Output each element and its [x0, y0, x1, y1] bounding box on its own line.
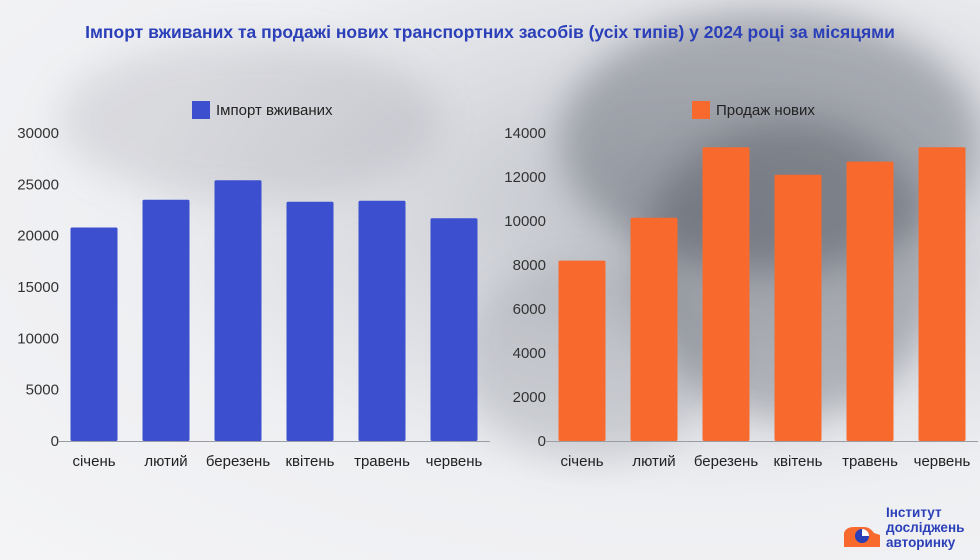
bar: [918, 147, 966, 442]
legend-left: Імпорт вживаних: [192, 101, 333, 119]
y-tick-label: 2000: [513, 389, 546, 406]
bar: [774, 174, 822, 442]
y-tick-label: 0: [538, 433, 546, 450]
logo-line3: авторинку: [886, 535, 956, 550]
y-tick-label: 25000: [17, 176, 59, 193]
y-tick-label: 4000: [513, 345, 546, 362]
x-tick-label: березень: [694, 453, 758, 470]
bar: [558, 260, 606, 441]
x-tick-label: квітень: [773, 453, 822, 470]
y-tick-label: 10000: [17, 330, 59, 347]
bar: [630, 217, 678, 441]
bar: [286, 201, 334, 441]
legend-right: Продаж нових: [692, 101, 815, 119]
y-tick-label: 5000: [26, 382, 59, 399]
logo-line2: досліджень: [886, 520, 965, 535]
x-tick-label: червень: [914, 453, 971, 470]
institute-logo: Інститут досліджень авторинку: [840, 505, 972, 553]
y-tick-label: 6000: [513, 301, 546, 318]
y-tick-label: 10000: [504, 213, 546, 230]
legend-label-left: Імпорт вживаних: [216, 101, 333, 119]
x-tick-label: червень: [426, 453, 483, 470]
bar: [214, 180, 262, 441]
x-tick-label: лютий: [144, 453, 187, 470]
bar: [702, 147, 750, 442]
x-tick-label: лютий: [632, 453, 675, 470]
x-tick-label: травень: [842, 453, 898, 470]
x-tick-label: травень: [354, 453, 410, 470]
y-tick-label: 30000: [17, 125, 59, 142]
y-tick-label: 12000: [504, 169, 546, 186]
bar: [846, 161, 894, 441]
legend-label-right: Продаж нових: [716, 101, 815, 119]
bar: [142, 199, 190, 441]
bar: [430, 218, 478, 441]
y-tick-label: 14000: [504, 125, 546, 142]
y-tick-label: 8000: [513, 257, 546, 274]
logo-car-icon: [844, 527, 880, 547]
x-tick-label: березень: [206, 453, 270, 470]
bar: [358, 200, 406, 441]
legend-swatch-left: [192, 101, 210, 119]
y-tick-label: 20000: [17, 228, 59, 245]
logo-line1: Інститут: [886, 505, 942, 520]
x-tick-label: квітень: [285, 453, 334, 470]
y-tick-label: 15000: [17, 279, 59, 296]
legend-swatch-right: [692, 101, 710, 119]
chart-title: Імпорт вживаних та продажі нових транспо…: [85, 22, 895, 42]
x-tick-label: січень: [72, 453, 115, 470]
x-tick-label: січень: [560, 453, 603, 470]
bar: [70, 227, 118, 441]
y-tick-label: 0: [51, 433, 59, 450]
